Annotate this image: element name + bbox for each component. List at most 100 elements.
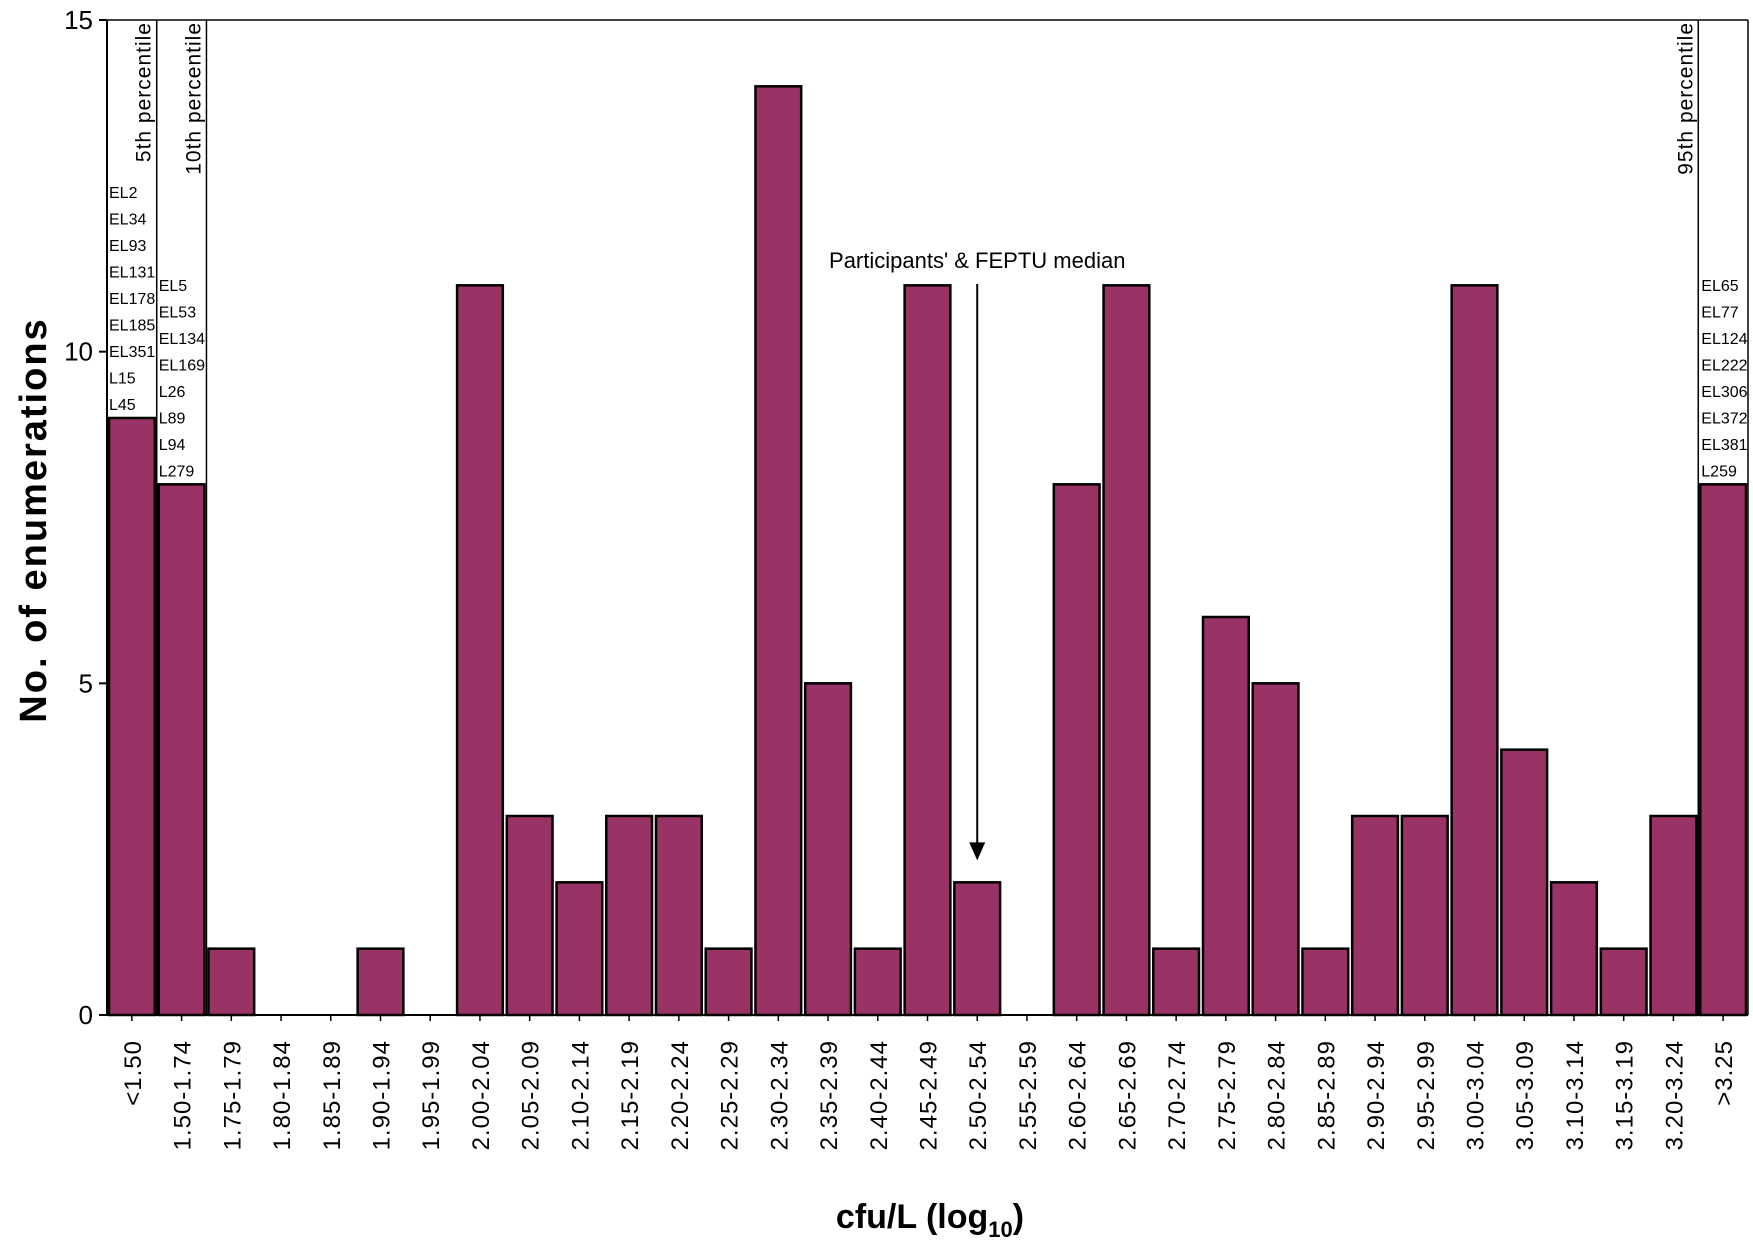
bar [1649, 814, 1698, 1017]
bar [754, 85, 803, 1017]
x-tick-label: 2.80-2.84 [1264, 1040, 1291, 1150]
participant-code: EL2 [109, 185, 138, 202]
participant-code: EL131 [109, 265, 155, 282]
x-axis-label: cfu/L (log10) [836, 1198, 1024, 1242]
x-tick-label: >3.25 [1711, 1040, 1738, 1106]
bars [107, 85, 1748, 1017]
bar [903, 284, 952, 1017]
x-tick-label: 2.25-2.29 [717, 1040, 744, 1150]
participant-code: EL77 [1701, 304, 1738, 321]
bar [853, 947, 902, 1017]
participant-code: L89 [159, 410, 186, 427]
x-tick-label: 2.95-2.99 [1413, 1040, 1440, 1150]
participant-code: L45 [109, 397, 136, 414]
x-axis-label-suffix: ) [1013, 1198, 1024, 1236]
x-tick-label: 2.60-2.64 [1065, 1040, 1092, 1150]
bar [1599, 947, 1648, 1017]
participant-code: EL34 [109, 212, 146, 229]
x-tick-label: 3.00-3.04 [1463, 1040, 1490, 1150]
x-tick-label: 2.40-2.44 [866, 1040, 893, 1150]
percentile-label: 95th percentile [1674, 22, 1697, 175]
bar [704, 947, 753, 1017]
participant-code: EL65 [1701, 278, 1738, 295]
x-tick-label: 2.85-2.89 [1313, 1040, 1340, 1150]
median-annotation-text: Participants' & FEPTU median [829, 248, 1125, 273]
participant-code: EL93 [109, 238, 146, 255]
participant-code: EL185 [109, 318, 155, 335]
bar [1201, 615, 1250, 1017]
x-tick-label: 3.10-3.14 [1562, 1040, 1589, 1150]
median-arrow-head [969, 842, 986, 861]
x-tick-label: 2.55-2.59 [1015, 1040, 1042, 1150]
bar [1102, 284, 1151, 1017]
participant-code: EL306 [1701, 384, 1747, 401]
x-tick-label: 2.05-2.09 [518, 1040, 545, 1150]
participant-code: L279 [159, 463, 195, 480]
bar [1052, 483, 1101, 1017]
x-tick-label: 1.85-1.89 [319, 1040, 346, 1150]
x-tick-label: 2.70-2.74 [1164, 1040, 1191, 1150]
bar [803, 682, 853, 1017]
bar [1301, 947, 1350, 1017]
y-axis: 0 5 10 15 [64, 5, 107, 1030]
bar [605, 814, 654, 1017]
x-tick-label: <1.50 [120, 1040, 147, 1106]
x-tick-label: 2.90-2.94 [1363, 1040, 1390, 1150]
participant-code: EL381 [1701, 437, 1747, 454]
x-tick-label: 1.95-1.99 [418, 1040, 445, 1150]
bar [1350, 814, 1400, 1017]
x-tick-label: 2.45-2.49 [916, 1040, 943, 1150]
bar [1251, 682, 1300, 1017]
participant-code: L259 [1701, 463, 1737, 480]
x-tick-label: 3.15-3.19 [1612, 1040, 1639, 1150]
bar [157, 483, 206, 1017]
x-tick-label: 3.20-3.24 [1661, 1040, 1688, 1150]
bar [207, 947, 256, 1017]
y-tick-label: 0 [79, 1000, 93, 1030]
participant-code: EL53 [159, 304, 196, 321]
x-tick-label: 2.00-2.04 [468, 1040, 495, 1150]
bar [953, 881, 1002, 1017]
x-tick-label: 2.20-2.24 [667, 1040, 694, 1150]
bar [1549, 881, 1599, 1017]
participant-code: EL178 [109, 291, 155, 308]
percentile-label: 5th percentile [133, 22, 156, 162]
participant-code: EL5 [159, 278, 188, 295]
bar [505, 814, 554, 1017]
x-tick-label: 2.65-2.69 [1114, 1040, 1141, 1150]
participant-code: L15 [109, 371, 136, 388]
bar [1450, 284, 1499, 1017]
x-tick-label: 2.50-2.54 [965, 1040, 992, 1150]
bar [107, 416, 156, 1017]
participant-code: EL351 [109, 344, 155, 361]
x-tick-label: 3.05-3.09 [1512, 1040, 1539, 1150]
x-axis: <1.50 1.50-1.74 1.75-1.79 1.80-1.84 1.85-1.8… [120, 1015, 1738, 1150]
bar [1152, 947, 1201, 1017]
participant-code: EL124 [1701, 331, 1747, 348]
participant-code: EL372 [1701, 410, 1747, 427]
x-tick-label: 1.90-1.94 [369, 1040, 396, 1150]
participant-code: EL134 [159, 331, 205, 348]
annotations: Participants' & FEPTU median [829, 248, 1125, 861]
participant-code: EL222 [1701, 357, 1747, 374]
participant-code: EL169 [159, 357, 205, 374]
x-axis-label-subscript: 10 [988, 1217, 1012, 1242]
y-tick-label: 15 [64, 5, 93, 35]
x-tick-label: 2.30-2.34 [766, 1040, 793, 1150]
x-tick-label: 2.75-2.79 [1214, 1040, 1241, 1150]
bar [1400, 814, 1449, 1017]
bar [1500, 748, 1549, 1017]
bar [1699, 483, 1748, 1017]
participant-code: L94 [159, 437, 186, 454]
x-tick-label: 2.35-2.39 [816, 1040, 843, 1150]
bar [555, 881, 604, 1017]
percentile-label: 10th percentile [182, 22, 205, 175]
y-axis-label: No. of enumerations [13, 317, 55, 722]
participant-code: L26 [159, 384, 186, 401]
x-axis-label-main: cfu/L (log [836, 1198, 988, 1236]
bar [654, 814, 703, 1017]
x-tick-label: 2.10-2.14 [567, 1040, 594, 1150]
y-tick-label: 5 [79, 668, 93, 698]
y-tick-label: 10 [64, 337, 93, 367]
